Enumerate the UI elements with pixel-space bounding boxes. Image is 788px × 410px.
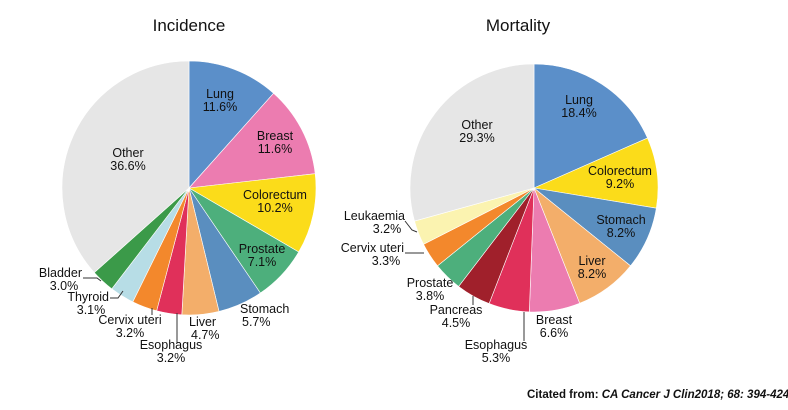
value-prostate: 7.1% <box>248 255 277 269</box>
slices <box>61 60 317 316</box>
slice-labels: Lung18.4%Colorectum9.2%Stomach8.2%Liver8… <box>341 93 652 365</box>
value-liver: 8.2% <box>578 267 607 281</box>
label-breast: Breast <box>536 313 573 327</box>
slices <box>409 63 659 313</box>
value-bladder: 3.0% <box>50 279 79 293</box>
leader-line-thyroid <box>110 290 124 299</box>
label-prostate: Prostate <box>407 276 454 290</box>
chart-title: Incidence <box>153 16 226 35</box>
value-other: 29.3% <box>459 131 494 145</box>
value-lung: 11.6% <box>203 100 238 114</box>
value-prostate: 3.8% <box>416 289 445 303</box>
label-esophagus: Esophagus <box>465 338 528 352</box>
label-prostate: Prostate <box>239 242 286 256</box>
value-colorectum: 10.2% <box>257 201 292 215</box>
slice-breast <box>188 92 316 189</box>
label-colorectum: Colorectum <box>588 164 652 178</box>
citation-source: CA Cancer J Clin2018; 68: 394-424 <box>601 389 788 401</box>
label-leukaemia: Leukaemia <box>344 209 405 223</box>
slice-other <box>409 63 535 222</box>
value-colorectum: 9.2% <box>606 177 635 191</box>
label-bladder: Bladder <box>39 266 82 280</box>
chart-title: Mortality <box>486 16 551 35</box>
value-lung: 18.4% <box>561 106 596 120</box>
value-stomach: 5.7% <box>242 315 271 329</box>
pie-chart-incidence: IncidenceLung11.6%Breast11.6%Colorectum1… <box>39 16 317 365</box>
value-breast: 6.6% <box>540 326 569 340</box>
value-thyroid: 3.1% <box>77 303 106 317</box>
label-other: Other <box>112 146 143 160</box>
value-liver: 4.7% <box>191 328 220 342</box>
label-pancreas: Pancreas <box>430 303 483 317</box>
citation: Citated from: CA Cancer J Clin2018; 68: … <box>527 389 788 401</box>
value-esophagus: 3.2% <box>157 351 186 365</box>
label-stomach: Stomach <box>240 302 289 316</box>
slice-lung <box>533 63 648 189</box>
slice-other <box>61 60 190 274</box>
slice-labels: Lung11.6%Breast11.6%Colorectum10.2%Prost… <box>39 87 307 365</box>
value-cervix-uteri: 3.2% <box>116 326 145 340</box>
label-cervix-uteri: Cervix uteri <box>341 241 404 255</box>
value-leukaemia: 3.2% <box>373 222 402 236</box>
slice-lung <box>188 60 275 189</box>
value-breast: 11.6% <box>258 142 293 156</box>
label-lung: Lung <box>206 87 234 101</box>
value-esophagus: 5.3% <box>482 351 511 365</box>
label-thyroid: Thyroid <box>67 290 109 304</box>
citation-prefix: Citated from: <box>527 389 602 401</box>
label-liver: Liver <box>189 315 216 329</box>
value-stomach: 8.2% <box>607 226 636 240</box>
value-cervix-uteri: 3.3% <box>372 254 401 268</box>
label-liver: Liver <box>578 254 605 268</box>
label-colorectum: Colorectum <box>243 188 307 202</box>
label-lung: Lung <box>565 93 593 107</box>
label-stomach: Stomach <box>596 213 645 227</box>
pie-chart-mortality: MortalityLung18.4%Colorectum9.2%Stomach8… <box>341 16 659 365</box>
leader-line-bladder <box>83 277 102 282</box>
leader-line-leukaemia <box>404 220 418 233</box>
label-breast: Breast <box>257 129 294 143</box>
label-other: Other <box>461 118 492 132</box>
label-cervix-uteri: Cervix uteri <box>98 313 161 327</box>
label-esophagus: Esophagus <box>140 338 203 352</box>
slice-colorectum <box>188 173 317 253</box>
value-other: 36.6% <box>110 159 145 173</box>
value-pancreas: 4.5% <box>442 316 471 330</box>
